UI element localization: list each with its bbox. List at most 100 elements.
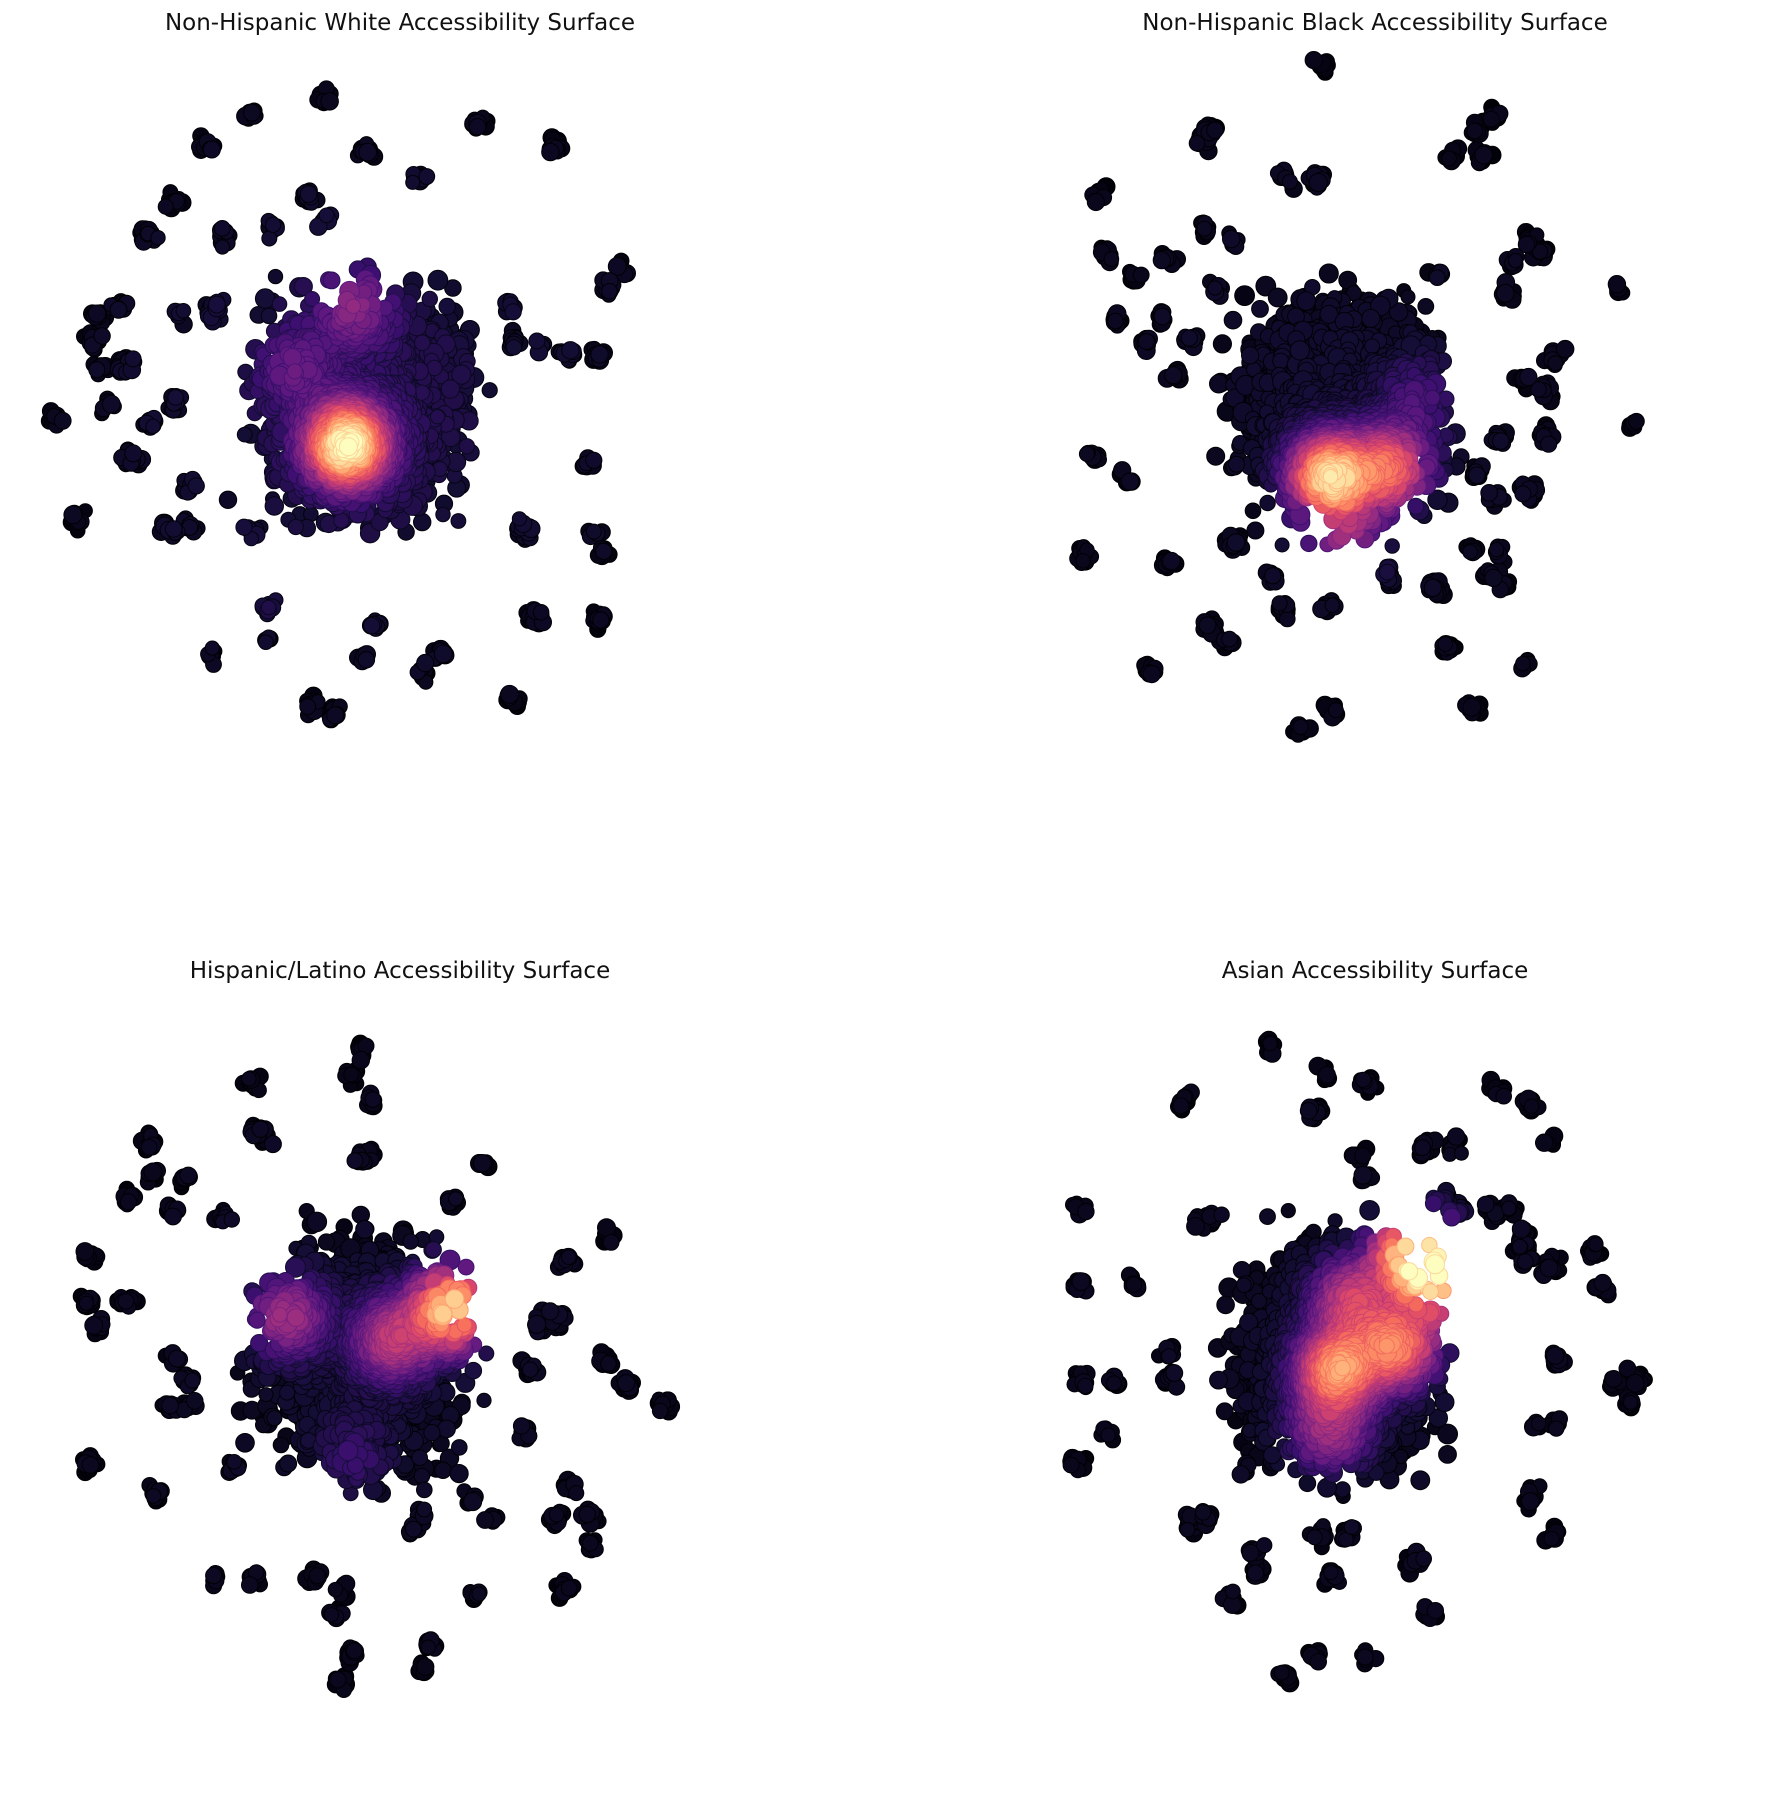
data-point [1507,252,1524,269]
data-point [214,239,230,255]
data-point [320,92,339,111]
data-point [458,438,476,455]
data-point [1153,307,1172,326]
data-point [358,142,378,162]
data-point [258,634,274,651]
data-point [101,394,121,414]
data-point [175,303,192,319]
data-point [213,220,231,237]
data-point [414,334,431,352]
data-point [236,426,253,443]
data-point [505,339,523,356]
data-point [1308,173,1328,192]
data-point [271,296,288,312]
data-point [1138,333,1155,350]
data-point [1244,502,1262,520]
data-point [1206,121,1224,140]
data-point [1441,150,1457,167]
data-point [261,230,278,247]
data-point [1304,51,1323,70]
data-point [299,185,318,204]
data-point [157,198,174,215]
data-point [1271,595,1288,612]
data-point [243,103,261,122]
data-point [416,653,435,673]
data-point [528,332,546,350]
data-point [592,611,610,629]
data-point [1234,285,1256,307]
data-point [405,174,421,190]
data-point [504,303,522,321]
data-point [1540,435,1558,453]
data-point [1103,251,1120,267]
data-point [1423,578,1442,598]
data-point [87,304,107,323]
data-point [451,364,472,385]
data-point [595,542,613,560]
data-point [1264,567,1282,585]
data-point [1400,289,1416,305]
data-point [124,350,142,368]
data-point [1188,135,1206,152]
data-point [1429,269,1446,286]
data-point [433,644,453,664]
data-point [1296,291,1316,311]
data-point [1515,655,1531,672]
data-point [541,142,560,162]
data-point [63,505,83,525]
data-point [326,706,345,725]
panel-title: Non-Hispanic White Accessibility Surface [164,10,636,36]
data-point [440,379,461,399]
data-point [607,256,627,276]
data-point [1628,412,1645,430]
data-point [309,217,328,236]
data-point [1078,446,1095,462]
data-point [1075,553,1091,569]
data-point [500,684,520,704]
data-point [1492,432,1510,450]
panel-black: Non-Hispanic Black Accessibility Surface [995,0,1755,820]
data-point [1417,298,1435,315]
data-point [363,617,381,635]
data-point [468,118,487,136]
data-point [1152,251,1171,270]
data-point [1318,263,1339,284]
data-point [53,411,72,430]
data-point [164,520,183,538]
data-point [1267,287,1288,308]
data-point [88,361,106,379]
scatter-points [1069,51,1645,743]
data-point [1251,300,1269,318]
data-point [1324,597,1340,613]
data-point [1196,220,1213,237]
data-point [1228,455,1245,473]
data-point [438,297,456,316]
data-point [345,298,361,314]
data-point [1107,312,1124,330]
data-point [1519,367,1538,387]
data-point [1468,466,1486,485]
data-point [1462,698,1482,717]
data-point [1547,355,1564,372]
data-point [1272,352,1290,370]
data-point [1292,718,1309,735]
data-point [421,290,438,308]
data-point [1462,544,1478,560]
data-point [204,640,220,656]
data-point [1221,630,1238,648]
data-point [585,523,602,540]
panel-white: Non-Hispanic White Accessibility Surface [20,0,780,820]
data-point [1364,338,1381,355]
data-point [1086,192,1106,212]
data-point [286,363,303,380]
data-point [322,271,341,290]
data-point [260,307,278,325]
data-point [1328,702,1344,719]
data-point [601,283,618,300]
data-point [1361,308,1381,328]
data-point [1132,266,1150,284]
data-point [1198,616,1217,635]
panel-title: Non-Hispanic Black Accessibility Surface [1142,10,1608,36]
data-point [1607,275,1627,294]
data-point [264,496,285,516]
